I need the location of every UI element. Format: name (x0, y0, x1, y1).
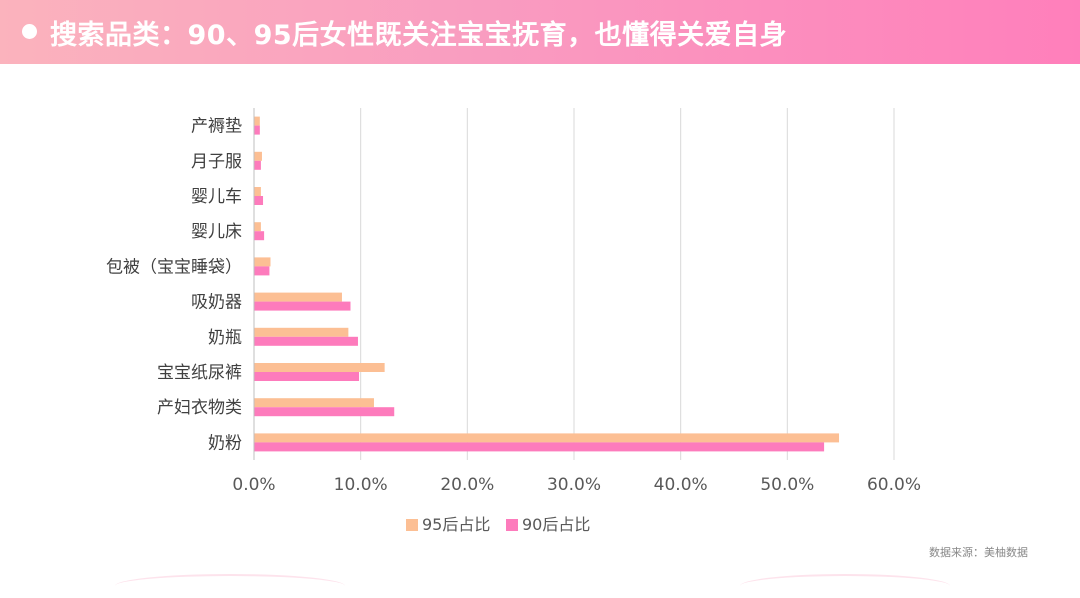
bar-95 (254, 398, 374, 408)
y-category-label: 包被（宝宝睡袋） (106, 257, 242, 277)
bar-90 (254, 266, 270, 276)
legend-label: 95后占比 (422, 515, 490, 534)
x-tick-label: 60.0% (867, 475, 921, 495)
bar-95 (254, 257, 271, 267)
bar-95 (254, 187, 261, 196)
legend-swatch (506, 519, 518, 531)
y-category-label: 产妇衣物类 (157, 398, 242, 418)
bar-90 (254, 372, 360, 381)
bar-95 (254, 222, 261, 232)
x-tick-label: 30.0% (547, 475, 601, 495)
bar-90 (254, 336, 358, 346)
y-category-label: 奶瓶 (208, 328, 242, 348)
y-category-label: 月子服 (191, 152, 242, 172)
x-tick-label: 10.0% (334, 475, 388, 495)
bar-90 (254, 231, 265, 241)
y-category-label: 产褥垫 (191, 117, 242, 137)
x-tick-label: 20.0% (440, 475, 494, 495)
bar-90 (254, 196, 264, 205)
page-title: 搜索品类：90、95后女性既关注宝宝抚育，也懂得关爱自身 (50, 20, 788, 51)
bar-95 (254, 292, 342, 302)
y-category-label: 宝宝纸尿裤 (157, 363, 242, 383)
bar-90 (254, 301, 351, 311)
bar-95 (254, 327, 349, 337)
decorative-wave (115, 574, 345, 598)
y-category-label: 奶粉 (208, 433, 242, 453)
y-category-label: 吸奶器 (191, 293, 242, 313)
bar-95 (254, 363, 385, 372)
header-banner: 搜索品类：90、95后女性既关注宝宝抚育，也懂得关爱自身 (0, 0, 1080, 64)
x-tick-label: 40.0% (654, 475, 708, 495)
bullet-dot-icon (22, 24, 37, 39)
bar-95 (254, 116, 260, 126)
bar-90 (254, 407, 395, 417)
x-tick-label: 50.0% (760, 475, 814, 495)
legend-swatch (406, 519, 418, 531)
decorative-wave (740, 574, 950, 598)
data-source-note: 数据来源：美柚数据 (929, 546, 1028, 559)
bar-90 (254, 442, 825, 452)
y-category-label: 婴儿车 (191, 187, 242, 207)
bar-90 (254, 125, 260, 135)
bar-95 (254, 433, 840, 443)
legend-label: 90后占比 (522, 515, 590, 534)
x-tick-label: 0.0% (232, 475, 275, 495)
y-category-label: 婴儿床 (191, 222, 242, 242)
bar-95 (254, 151, 262, 161)
bar-chart: 0.0% 10.0% 20.0% 30.0% 40.0% 50.0% 60.0% 产褥垫月子服… (106, 108, 921, 534)
bar-90 (254, 160, 261, 170)
